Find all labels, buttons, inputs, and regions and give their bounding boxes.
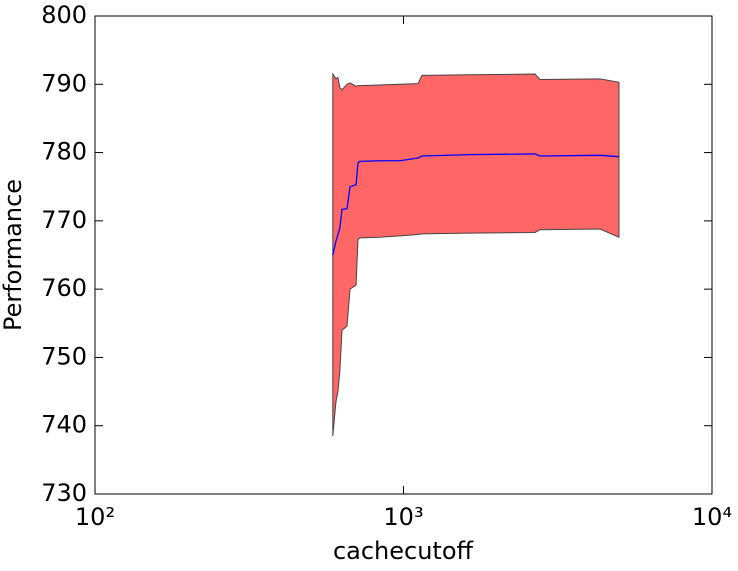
y-tick-label: 770 — [41, 206, 87, 234]
y-tick-label: 760 — [41, 274, 87, 302]
x-tick-label: 10² — [75, 503, 115, 531]
y-tick-label: 800 — [41, 1, 87, 29]
mean-line — [332, 153, 620, 256]
y-tick-label: 790 — [41, 69, 87, 97]
y-tick-label: 740 — [41, 411, 87, 439]
x-tick-label: 10³ — [383, 503, 423, 531]
x-tick-label: 10⁴ — [692, 503, 732, 531]
y-axis-label: Performance — [0, 179, 27, 331]
x-axis-label: cachecutoff — [333, 537, 474, 565]
y-tick-label: 730 — [41, 479, 87, 507]
y-tick-label: 750 — [41, 342, 87, 370]
band-fill — [332, 72, 620, 437]
y-tick-label: 780 — [41, 138, 87, 166]
